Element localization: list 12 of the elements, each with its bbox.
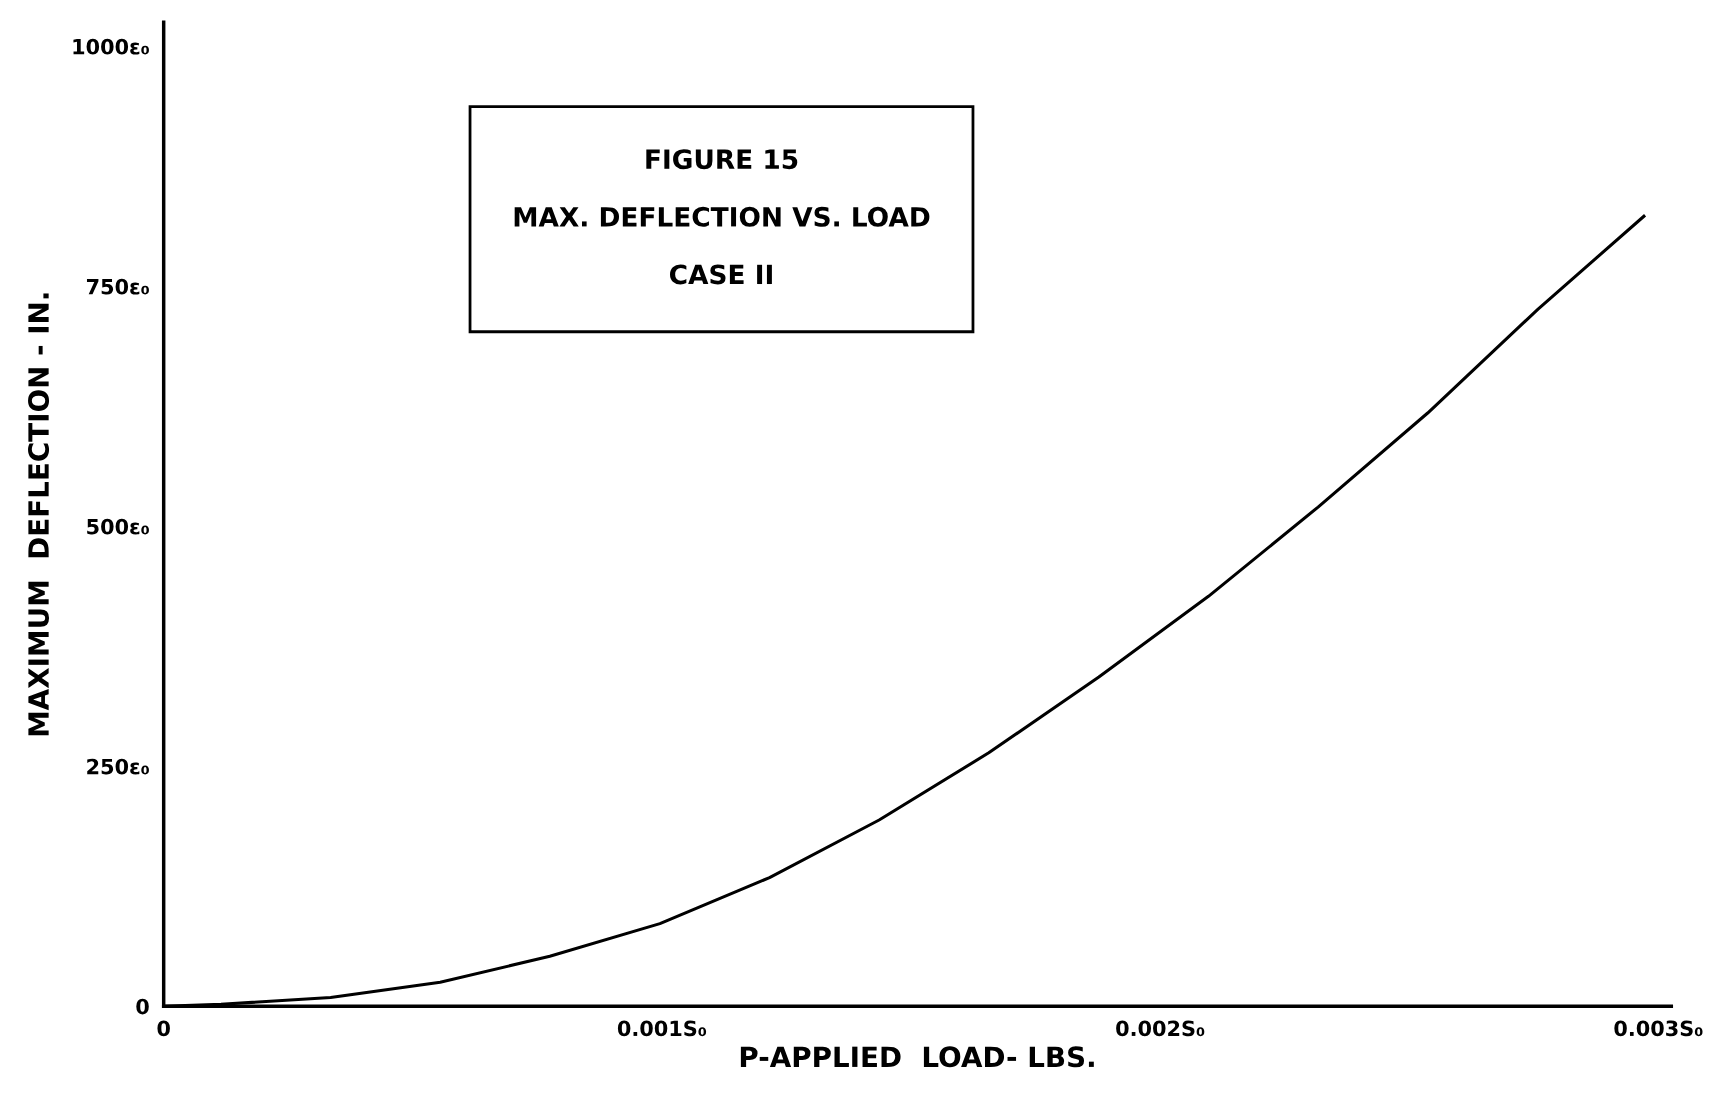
chart-title: FIGURE 15 MAX. DEFLECTION VS. LOAD CASE II <box>514 149 930 285</box>
x-tick-label: 0 <box>157 1020 170 1037</box>
y-tick-label: 500ε₀ <box>87 518 149 535</box>
x-tick-label: 0.002S₀ <box>1116 1020 1205 1037</box>
x-tick-label: 0.003S₀ <box>1614 1020 1703 1037</box>
y-tick-label: 1000ε₀ <box>73 38 149 55</box>
x-tick-label: 0.001S₀ <box>617 1020 707 1037</box>
y-tick-label: 250ε₀ <box>87 758 149 775</box>
y-tick-label: 750ε₀ <box>86 278 149 295</box>
x-axis-title: P-APPLIED LOAD- LBS. <box>740 1046 1094 1068</box>
y-tick-label: 0 <box>136 998 149 1015</box>
y-axis-title: MAXIMUM DEFLECTION - IN. <box>28 293 50 736</box>
